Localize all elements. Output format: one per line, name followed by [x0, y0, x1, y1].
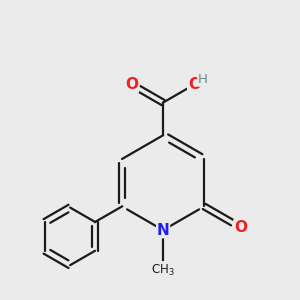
Text: O: O: [188, 77, 201, 92]
Text: O: O: [125, 77, 138, 92]
Text: N: N: [157, 223, 169, 238]
Text: O: O: [234, 220, 247, 235]
Text: CH$_3$: CH$_3$: [151, 263, 175, 278]
Text: H: H: [198, 73, 208, 86]
